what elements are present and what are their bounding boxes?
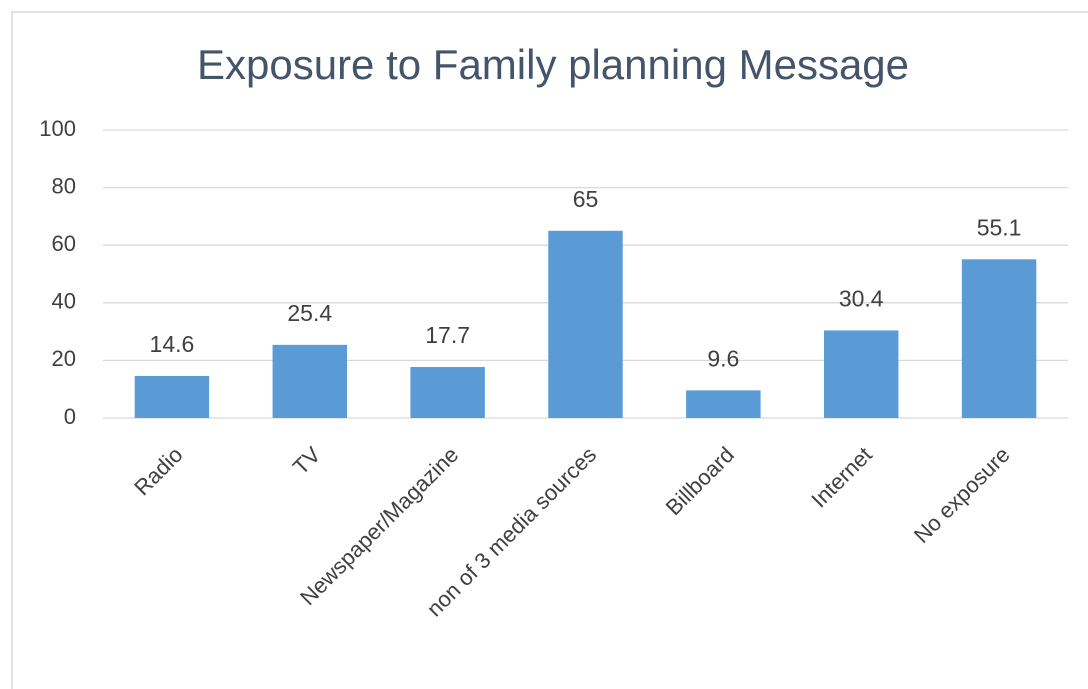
y-tick-label: 40 [52,289,76,314]
y-tick-label: 20 [52,346,76,371]
data-label: 25.4 [287,300,332,326]
y-tick-label: 60 [52,231,76,256]
bar [272,344,348,418]
y-tick-label: 0 [64,404,76,429]
bar [686,390,761,418]
bar [410,367,485,418]
y-tick-label: 100 [39,116,76,141]
bar [961,259,1037,418]
data-label: 17.7 [425,322,470,348]
bar [548,230,623,418]
data-label: 30.4 [839,286,884,312]
bar [823,330,899,418]
data-label: 14.6 [150,331,195,357]
bar [134,375,210,418]
y-tick-label: 80 [52,173,76,198]
data-label: 9.6 [707,345,739,371]
data-label: 65 [573,186,599,212]
chart-title: Exposure to Family planning Message [197,41,909,88]
data-label: 55.1 [977,214,1022,240]
